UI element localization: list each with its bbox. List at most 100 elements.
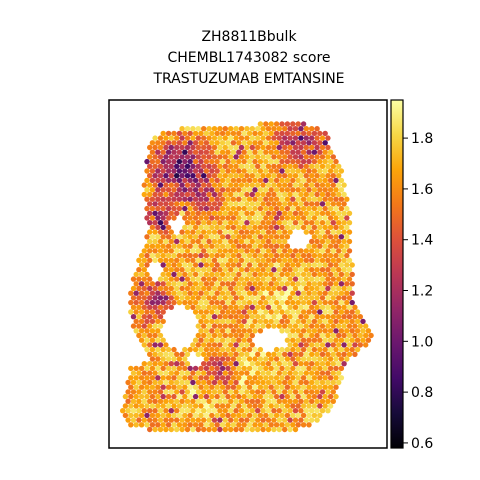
spatial-spot bbox=[144, 205, 150, 212]
spatial-spot bbox=[282, 126, 288, 132]
spatial-spot bbox=[219, 403, 226, 409]
spatial-spot bbox=[319, 248, 326, 254]
spatial-spot bbox=[133, 281, 139, 287]
spatial-spot bbox=[163, 295, 169, 301]
spatial-spot bbox=[246, 149, 253, 155]
spatial-spot bbox=[141, 417, 147, 423]
spatial-spot bbox=[225, 328, 231, 334]
spatial-spot bbox=[309, 173, 315, 179]
spatial-spot bbox=[203, 130, 210, 137]
spatial-spot bbox=[165, 422, 172, 428]
spatial-spot bbox=[195, 295, 201, 301]
spatial-spot bbox=[206, 351, 212, 357]
spatial-spot bbox=[198, 299, 204, 306]
spatial-spot bbox=[249, 201, 255, 207]
spatial-spot bbox=[209, 271, 215, 278]
spatial-spot bbox=[276, 267, 282, 273]
spatial-spot bbox=[279, 243, 285, 249]
spatial-spot bbox=[255, 191, 261, 198]
spatial-spot bbox=[260, 144, 266, 151]
spatial-spot bbox=[195, 304, 201, 310]
spatial-spot bbox=[309, 398, 315, 404]
spatial-spot bbox=[290, 196, 296, 202]
spatial-spot bbox=[138, 422, 145, 428]
spatial-spot bbox=[333, 299, 339, 306]
spatial-spot bbox=[187, 177, 193, 184]
spatial-spot bbox=[171, 205, 177, 212]
spatial-spot bbox=[195, 351, 201, 357]
spatial-spot bbox=[160, 412, 166, 419]
spatial-spot bbox=[273, 224, 280, 231]
spatial-spot bbox=[233, 163, 239, 169]
spatial-spot bbox=[198, 215, 204, 221]
spatial-spot bbox=[209, 177, 215, 184]
spatial-spot bbox=[184, 229, 191, 235]
spatial-spot bbox=[319, 370, 326, 376]
spatial-spot bbox=[233, 408, 239, 414]
spatial-spot bbox=[201, 144, 207, 151]
spatial-spot bbox=[249, 370, 255, 376]
spatial-spot bbox=[298, 295, 304, 301]
spatial-spot bbox=[263, 252, 269, 259]
spatial-spot bbox=[144, 384, 150, 390]
spatial-spot bbox=[168, 417, 174, 423]
spatial-spot bbox=[209, 215, 215, 221]
spatial-spot bbox=[238, 238, 245, 245]
spatial-spot bbox=[349, 337, 355, 343]
spatial-spot bbox=[327, 196, 334, 202]
spatial-spot bbox=[201, 361, 207, 367]
spatial-spot bbox=[306, 149, 312, 155]
spatial-spot bbox=[284, 243, 291, 249]
spatial-spot bbox=[290, 187, 296, 193]
spatial-spot bbox=[325, 220, 331, 226]
spatial-spot bbox=[273, 262, 280, 268]
spatial-spot bbox=[327, 262, 334, 268]
spatial-spot bbox=[206, 257, 212, 263]
spatial-spot bbox=[211, 342, 218, 348]
spatial-spot bbox=[163, 389, 169, 395]
spatial-spot bbox=[317, 403, 323, 409]
spatial-spot bbox=[179, 417, 185, 423]
spatial-spot bbox=[203, 309, 210, 315]
spatial-spot bbox=[298, 323, 304, 329]
spatial-spot bbox=[295, 403, 301, 409]
spatial-spot bbox=[252, 346, 258, 353]
spatial-spot bbox=[214, 243, 220, 249]
spatial-spot bbox=[133, 375, 139, 381]
spatial-spot bbox=[214, 393, 220, 400]
spatial-spot bbox=[290, 299, 296, 306]
spatial-spot bbox=[300, 309, 307, 315]
spatial-spot bbox=[276, 220, 282, 226]
spatial-spot bbox=[236, 403, 242, 409]
spatial-spot bbox=[147, 361, 153, 367]
spatial-spot bbox=[141, 248, 147, 254]
spatial-spot bbox=[333, 252, 339, 259]
spatial-spot bbox=[236, 328, 242, 334]
spatial-spot bbox=[225, 403, 231, 409]
spatial-spot bbox=[244, 163, 250, 169]
spatial-spot bbox=[255, 163, 261, 169]
spatial-spot bbox=[192, 243, 199, 249]
spatial-spot bbox=[246, 422, 253, 428]
spatial-spot bbox=[184, 191, 191, 198]
spatial-spot bbox=[155, 140, 161, 146]
spatial-spot bbox=[209, 328, 215, 334]
spatial-spot bbox=[327, 337, 334, 343]
spatial-spot bbox=[206, 370, 212, 376]
spatial-spot bbox=[303, 257, 309, 263]
spatial-spot bbox=[252, 224, 258, 231]
spatial-spot bbox=[209, 243, 215, 249]
spatial-spot bbox=[249, 229, 255, 235]
spatial-spot bbox=[182, 130, 188, 137]
spatial-spot bbox=[322, 205, 328, 212]
spatial-spot bbox=[138, 262, 145, 268]
spatial-spot bbox=[244, 285, 250, 292]
spatial-spot bbox=[219, 365, 226, 372]
spatial-spot bbox=[287, 173, 293, 179]
spatial-spot bbox=[171, 187, 177, 193]
spatial-spot bbox=[341, 210, 347, 216]
spatial-spot bbox=[349, 290, 355, 296]
spatial-spot bbox=[228, 154, 234, 160]
colorbar-tick-label: 1.4 bbox=[411, 233, 433, 249]
spatial-spot bbox=[338, 375, 345, 381]
